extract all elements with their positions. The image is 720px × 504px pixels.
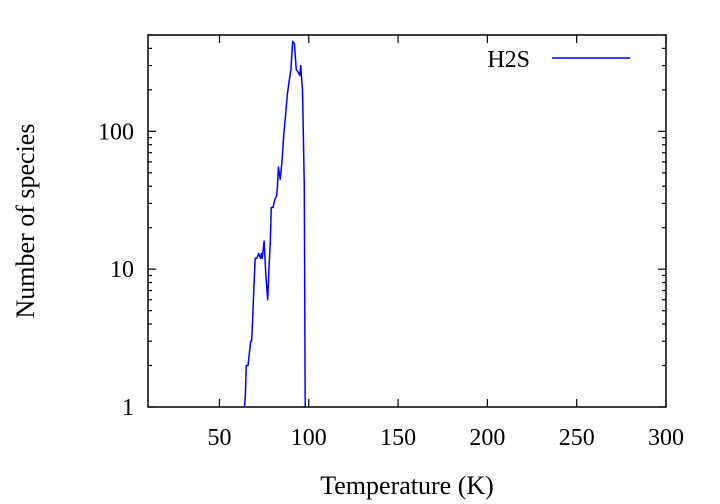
legend: H2S xyxy=(487,47,630,73)
x-tick-label-150: 150 xyxy=(380,425,416,451)
x-axis-label: Temperature (K) xyxy=(320,471,494,500)
y-axis-label: Number of species xyxy=(11,124,40,319)
series-layer xyxy=(243,40,306,408)
x-axis-ticks: 50 100 150 200 250 300 xyxy=(207,35,684,451)
y-axis-ticks: 1 10 100 xyxy=(98,34,666,421)
series-line-h2s xyxy=(243,40,306,408)
legend-label-h2s: H2S xyxy=(487,47,530,73)
x-tick-label-200: 200 xyxy=(469,425,505,451)
plot-frame xyxy=(147,34,667,408)
x-tick-label-300: 300 xyxy=(648,425,684,451)
y-tick-label-100: 100 xyxy=(98,119,134,145)
x-tick-label-250: 250 xyxy=(559,425,595,451)
y-tick-label-1: 1 xyxy=(122,395,134,421)
x-tick-label-100: 100 xyxy=(291,425,327,451)
x-tick-label-50: 50 xyxy=(207,425,231,451)
y-tick-label-10: 10 xyxy=(110,257,134,283)
